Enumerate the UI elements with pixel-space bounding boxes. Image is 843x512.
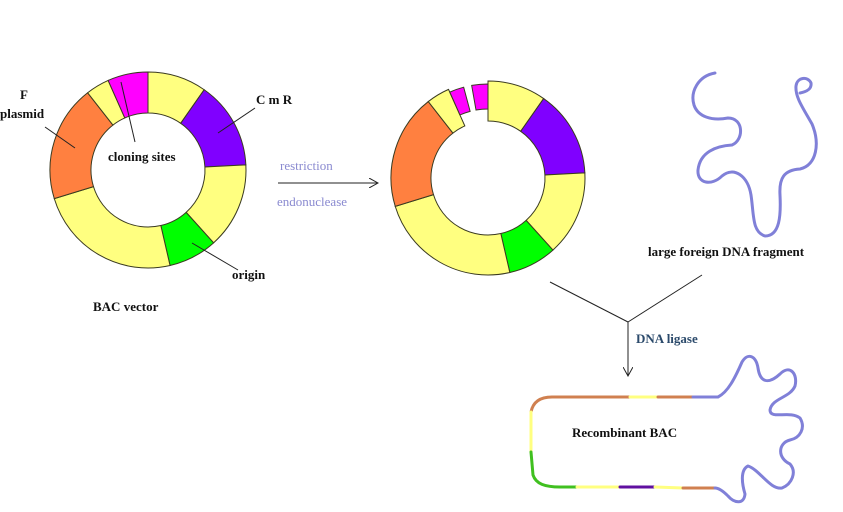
ligation-line-right — [627, 274, 703, 323]
cmr-pointer — [217, 107, 256, 134]
recombinant-bac-label: Recombinant BAC — [572, 425, 678, 440]
cloning-sites-pointer — [120, 81, 136, 143]
foreign-fragment-label: large foreign DNA fragment — [648, 244, 805, 259]
ligation-line-left — [549, 281, 629, 323]
f-label: F — [20, 87, 28, 102]
ring-segment-cloning-sites — [471, 83, 489, 111]
ring-segment-yellow-4 — [427, 88, 466, 134]
f-plasmid-pointer — [44, 126, 76, 149]
recomb-orange-top-left — [529, 395, 632, 414]
endonuclease-label: endonuclease — [277, 194, 348, 209]
bac-vector-label: BAC vector — [93, 299, 159, 314]
recomb-yellow-bottom-2 — [653, 485, 685, 490]
ring-segment-cloning-sites — [449, 86, 471, 116]
cmr-label: C m R — [256, 92, 293, 107]
cloning-sites-label: cloning sites — [108, 149, 176, 164]
ring-segment-cloning-sites — [107, 71, 149, 119]
foreign-dna-fragment — [691, 71, 818, 238]
recombinant-bac — [529, 354, 804, 504]
bac-vector-ring — [49, 71, 247, 269]
cut-vector-ring — [390, 80, 586, 276]
ring-segment-yellow-3 — [53, 186, 171, 269]
restriction-label: restriction — [280, 158, 333, 173]
plasmid-label: plasmid — [0, 106, 45, 121]
origin-pointer — [191, 242, 239, 271]
recomb-green — [529, 450, 579, 489]
ring-segment-yellow-3 — [394, 194, 511, 276]
origin-label: origin — [232, 267, 266, 282]
recomb-foreign-insert — [691, 354, 804, 504]
dna-ligase-label: DNA ligase — [636, 331, 698, 346]
